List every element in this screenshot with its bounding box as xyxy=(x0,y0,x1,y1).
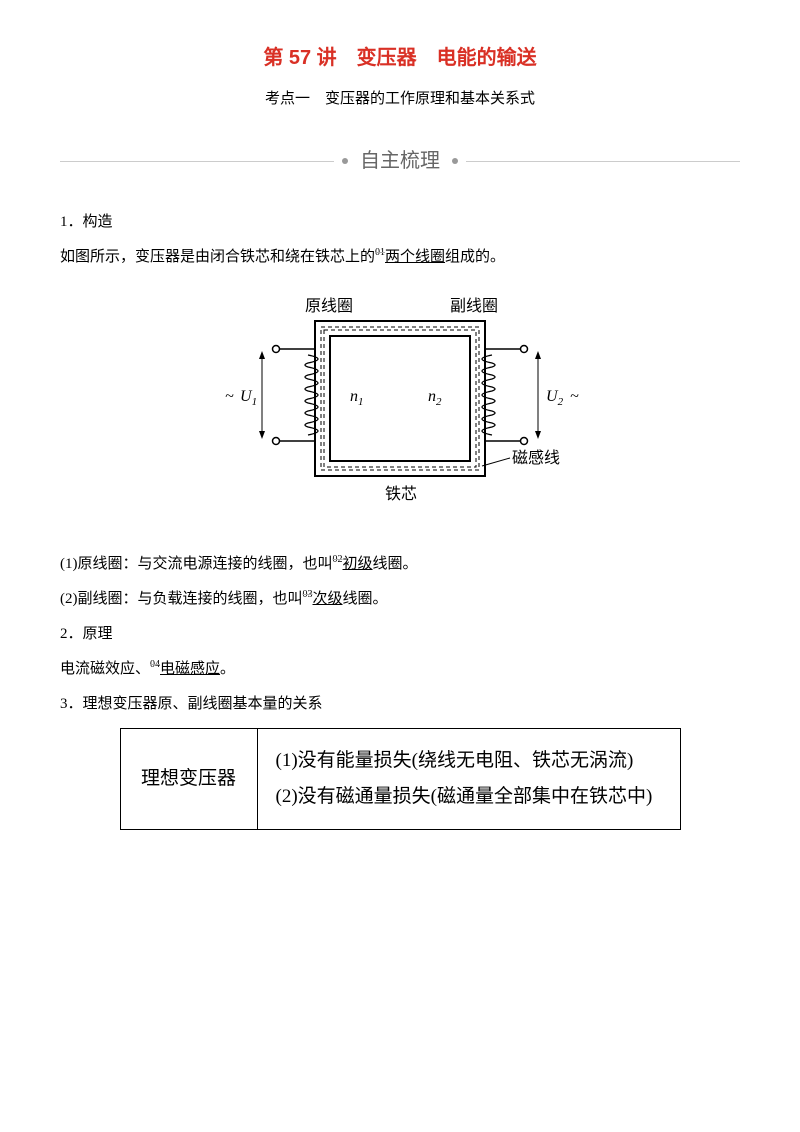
primary-a: (1)原线圈：与交流电源连接的线圈，也叫 xyxy=(60,556,333,572)
label-secondary: 副线圈 xyxy=(450,297,498,315)
secondary-coil-def: (2)副线圈：与负载连接的线圈，也叫03次级线圈。 xyxy=(60,586,740,613)
section-label-text: 自主梳理 xyxy=(356,143,444,179)
note-03: 03 xyxy=(303,589,313,600)
table-line-2: (2)没有磁通量损失(磁通量全部集中在铁芯中) xyxy=(276,779,662,815)
secondary-a: (2)副线圈：与负载连接的线圈，也叫 xyxy=(60,591,303,607)
principle-c: 。 xyxy=(220,661,235,677)
table-row: 理想变压器 (1)没有能量损失(绕线无电阻、铁芯无涡流) (2)没有磁通量损失(… xyxy=(120,729,680,830)
intro-b-underline: 两个线圈 xyxy=(385,249,445,265)
svg-text:U2: U2 xyxy=(546,388,564,408)
primary-coil-def: (1)原线圈：与交流电源连接的线圈，也叫02初级线圈。 xyxy=(60,551,740,578)
intro-paragraph: 如图所示，变压器是由闭合铁芯和绕在铁芯上的01两个线圈组成的。 xyxy=(60,244,740,271)
primary-b-underline: 初级 xyxy=(343,556,373,572)
table-line-1: (1)没有能量损失(绕线无电阻、铁芯无涡流) xyxy=(276,743,662,779)
svg-text:~: ~ xyxy=(570,388,579,405)
heading-2: 2．原理 xyxy=(60,621,740,648)
label-core: 铁芯 xyxy=(385,485,417,503)
svg-text:U1: U1 xyxy=(240,388,257,408)
principle-a: 电流磁效应、 xyxy=(60,661,150,677)
secondary-c: 线圈。 xyxy=(343,591,388,607)
dot-right xyxy=(452,158,458,164)
secondary-b-underline: 次级 xyxy=(313,591,343,607)
transformer-diagram: 原线圈 副线圈 ~ U1 U2 ~ n1 n2 磁感线 铁芯 xyxy=(60,291,740,531)
secondary-coil xyxy=(482,346,528,445)
svg-text:n1: n1 xyxy=(350,388,364,408)
principle-b-underline: 电磁感应 xyxy=(160,661,220,677)
svg-text:n2: n2 xyxy=(428,388,442,408)
label-primary: 原线圈 xyxy=(305,297,353,315)
svg-text:~: ~ xyxy=(225,388,234,405)
table-cell-right: (1)没有能量损失(绕线无电阻、铁芯无涡流) (2)没有磁通量损失(磁通量全部集… xyxy=(257,729,680,830)
note-01: 01 xyxy=(375,247,385,258)
primary-coil xyxy=(273,346,319,445)
intro-a: 如图所示，变压器是由闭合铁芯和绕在铁芯上的 xyxy=(60,249,375,265)
dot-left xyxy=(342,158,348,164)
divider-right xyxy=(466,161,740,162)
ideal-transformer-table: 理想变压器 (1)没有能量损失(绕线无电阻、铁芯无涡流) (2)没有磁通量损失(… xyxy=(120,728,681,830)
principle-paragraph: 电流磁效应、04电磁感应。 xyxy=(60,656,740,683)
subtitle: 考点一 变压器的工作原理和基本关系式 xyxy=(60,86,740,113)
note-02: 02 xyxy=(333,554,343,565)
section-label: 自主梳理 xyxy=(60,143,740,179)
note-04: 04 xyxy=(150,659,160,670)
divider-left xyxy=(60,161,334,162)
heading-1: 1．构造 xyxy=(60,209,740,236)
intro-c: 组成的。 xyxy=(445,249,505,265)
u1-arrow xyxy=(259,351,265,439)
table-cell-left: 理想变压器 xyxy=(120,729,257,830)
heading-3: 3．理想变压器原、副线圈基本量的关系 xyxy=(60,691,740,718)
primary-c: 线圈。 xyxy=(373,556,418,572)
page-title: 第 57 讲 变压器 电能的输送 xyxy=(60,40,740,76)
u2-arrow xyxy=(535,351,541,439)
label-flux: 磁感线 xyxy=(512,449,560,467)
